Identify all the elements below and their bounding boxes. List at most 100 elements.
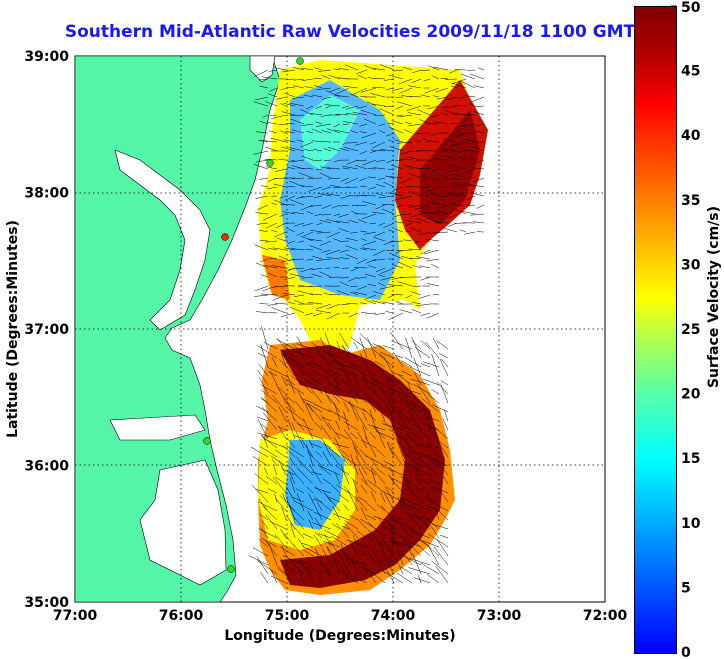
velocity-vector: [254, 294, 269, 297]
velocity-vector: [274, 302, 287, 305]
velocity-vector: [321, 129, 332, 134]
velocity-vector: [297, 167, 314, 170]
velocity-vector: [354, 446, 368, 467]
velocity-vector: [472, 177, 485, 183]
velocity-vector: [312, 148, 323, 152]
velocity-vector: [411, 432, 422, 440]
velocity-vector: [384, 372, 395, 386]
velocity-vector: [369, 93, 386, 98]
velocity-vector: [359, 337, 368, 359]
velocity-vector: [327, 368, 341, 377]
colorbar-tick-label: 0: [681, 645, 691, 659]
velocity-vector: [363, 64, 377, 71]
velocity-vector: [307, 186, 323, 192]
velocity-vector: [427, 574, 440, 584]
velocity-vector: [315, 258, 332, 261]
velocity-vector: [381, 420, 395, 431]
velocity-vector: [298, 172, 314, 179]
velocity-vector: [401, 549, 413, 566]
velocity-vector: [329, 184, 341, 188]
velocity-vector: [440, 534, 449, 539]
velocity-vector: [396, 141, 413, 144]
velocity-vector: [388, 74, 404, 80]
velocity-vector: [453, 181, 467, 188]
velocity-vector: [387, 405, 395, 422]
velocity-vector: [263, 264, 278, 269]
velocity-vector: [389, 127, 404, 134]
velocity-vector: [327, 395, 341, 413]
velocity-vector: [423, 249, 440, 255]
velocity-vector: [393, 69, 404, 72]
velocity-vector: [259, 445, 278, 458]
velocity-vector: [252, 547, 269, 557]
velocity-vector: [393, 515, 404, 521]
velocity-vector: [333, 373, 341, 395]
velocity-vector: [274, 199, 287, 206]
velocity-vector: [373, 379, 386, 386]
velocity-vector: [417, 109, 431, 116]
velocity-vector: [267, 488, 278, 494]
velocity-vector: [393, 436, 404, 449]
velocity-vector: [296, 467, 314, 485]
velocity-vector: [385, 377, 395, 395]
velocity-vector: [463, 123, 476, 128]
velocity-vector: [296, 343, 314, 350]
velocity-vector: [282, 493, 287, 503]
velocity-vector: [333, 68, 341, 71]
velocity-vector: [349, 540, 359, 557]
velocity-vector: [442, 227, 458, 233]
velocity-vector: [369, 141, 377, 145]
velocity-vector: [279, 195, 287, 199]
velocity-vector: [401, 554, 422, 566]
velocity-vector: [454, 193, 467, 197]
velocity-vector: [258, 498, 269, 512]
velocity-vector: [459, 229, 467, 233]
velocity-vector: [262, 505, 278, 521]
velocity-vector: [328, 74, 341, 80]
velocity-vector: [392, 477, 404, 485]
velocity-vector: [360, 302, 368, 305]
velocity-vector: [346, 186, 359, 188]
velocity-vector: [254, 69, 269, 77]
velocity-vector: [288, 408, 305, 422]
velocity-vector: [406, 222, 413, 227]
velocity-vector: [286, 437, 296, 449]
velocity-vector: [325, 376, 332, 386]
velocity-vector: [389, 447, 404, 467]
velocity-vector: [391, 87, 404, 92]
velocity-vector: [267, 272, 278, 278]
velocity-vector: [362, 159, 377, 166]
velocity-vector: [353, 87, 368, 95]
velocity-vector: [378, 222, 386, 226]
x-tick-label: 77:00: [53, 608, 98, 624]
velocity-vector: [283, 139, 296, 143]
velocity-vector: [367, 176, 377, 179]
velocity-vector: [443, 109, 458, 116]
velocity-vector: [407, 123, 422, 127]
velocity-vector: [416, 217, 431, 224]
velocity-vector: [252, 484, 269, 503]
velocity-vector: [256, 345, 278, 359]
velocity-vector: [420, 340, 431, 350]
velocity-vector: [288, 465, 305, 485]
velocity-vector: [328, 447, 341, 458]
velocity-vector: [255, 262, 269, 269]
velocity-vector: [345, 254, 359, 260]
velocity-vector: [256, 222, 269, 225]
velocity-vector: [358, 467, 368, 485]
velocity-vector: [348, 141, 359, 144]
velocity-vector: [391, 164, 404, 170]
velocity-vector: [316, 87, 332, 90]
velocity-vector: [327, 422, 341, 440]
velocity-vector: [274, 497, 287, 512]
velocity-vector: [411, 340, 422, 350]
velocity-vector: [423, 78, 431, 82]
velocity-vector: [272, 247, 287, 251]
velocity-vector: [256, 556, 269, 575]
velocity-vector: [255, 311, 269, 314]
velocity-vector: [455, 105, 467, 107]
velocity-vector: [345, 105, 359, 110]
velocity-vector: [436, 439, 449, 458]
velocity-vector: [430, 501, 449, 512]
